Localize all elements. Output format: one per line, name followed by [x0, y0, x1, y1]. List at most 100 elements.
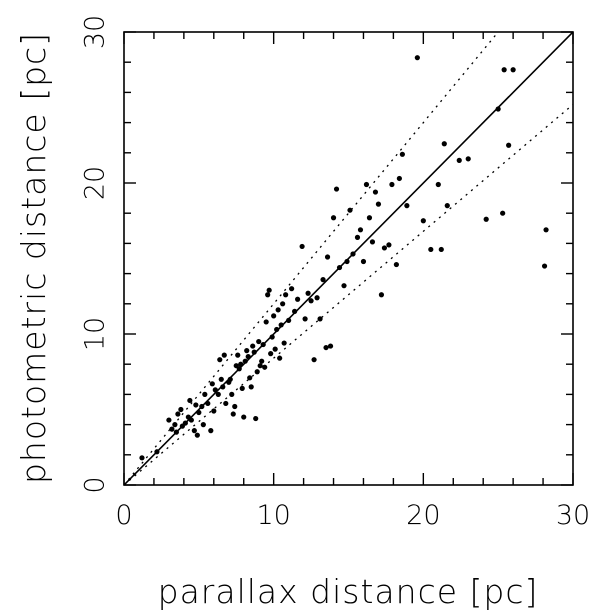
data-point [414, 55, 420, 61]
data-point [483, 216, 489, 222]
data-point [456, 157, 462, 163]
data-point [341, 283, 347, 289]
data-point [260, 341, 266, 348]
data-point [428, 246, 434, 253]
data-point [281, 340, 287, 346]
data-point [323, 344, 329, 351]
reference-lines [124, 32, 573, 485]
data-point [208, 428, 214, 434]
data-point [363, 181, 370, 188]
data-point [295, 296, 301, 302]
dotted-bound-line-1 [124, 32, 500, 485]
data-point [232, 403, 238, 410]
data-point [378, 292, 385, 298]
data-point [154, 449, 160, 455]
data-point [220, 384, 226, 390]
x-axis-title: parallax distance [pc] [158, 572, 539, 611]
data-point [215, 391, 221, 397]
data-point [283, 292, 289, 298]
data-point [347, 207, 353, 213]
data-point [227, 376, 233, 382]
data-point [212, 387, 218, 393]
data-point [299, 243, 305, 250]
data-point [350, 251, 356, 257]
data-point [251, 349, 257, 355]
data-point [257, 363, 263, 369]
data-point [495, 106, 501, 112]
data-point [238, 361, 244, 367]
data-point [259, 358, 265, 364]
data-point [278, 322, 284, 328]
data-point [336, 264, 343, 271]
data-point [173, 429, 179, 435]
data-point [324, 254, 331, 260]
data-point [305, 290, 311, 296]
data-point [375, 201, 382, 207]
data-point [506, 142, 512, 148]
data-point [277, 355, 283, 361]
x-tick-label: 30 [556, 500, 590, 531]
data-point [396, 175, 402, 182]
data-point [302, 316, 308, 322]
data-point [256, 338, 262, 345]
data-point [175, 411, 181, 417]
data-point [314, 295, 320, 301]
x-tick-label: 10 [256, 500, 290, 531]
data-point [241, 414, 247, 420]
data-point [223, 400, 229, 407]
data-point [244, 348, 250, 354]
data-point [269, 334, 275, 340]
y-axis-title: photometric distance [pc] [14, 32, 53, 484]
data-point [248, 384, 254, 390]
data-point [187, 397, 193, 404]
data-point [211, 408, 217, 414]
data-point [178, 406, 184, 413]
data-point [275, 307, 281, 313]
data-points [139, 55, 549, 461]
data-point [381, 245, 388, 251]
data-point [188, 417, 194, 423]
data-point [200, 422, 206, 428]
data-point [265, 292, 271, 298]
data-point [139, 455, 145, 461]
data-point [230, 411, 236, 417]
data-point [444, 203, 450, 209]
data-point [420, 218, 426, 224]
data-point [286, 317, 292, 324]
data-point [386, 242, 392, 248]
data-point [194, 432, 200, 438]
data-point [543, 227, 549, 233]
data-point [199, 403, 205, 410]
data-point [369, 239, 376, 245]
data-point [202, 391, 208, 397]
data-point [435, 181, 441, 188]
data-point [205, 400, 211, 407]
data-point [263, 319, 269, 325]
x-tick-labels: 0 10 20 30 [115, 500, 590, 531]
data-point [245, 354, 251, 360]
data-point [330, 215, 337, 221]
y-tick-label: 0 [80, 476, 111, 493]
data-point [292, 308, 298, 314]
data-point [250, 343, 256, 349]
data-point [289, 286, 295, 292]
data-point [441, 141, 447, 147]
data-point [360, 258, 367, 265]
data-point [344, 258, 350, 265]
data-point [196, 409, 202, 416]
y-tick-label: 30 [80, 15, 111, 49]
data-point [235, 352, 241, 358]
y-tick-label: 10 [80, 317, 111, 351]
data-point [247, 375, 253, 381]
data-point [280, 301, 286, 307]
data-point [193, 402, 199, 408]
data-point [209, 381, 215, 387]
data-point [404, 203, 410, 209]
data-point [253, 415, 259, 422]
y-tick-labels: 0 10 20 30 [80, 15, 111, 494]
data-point [166, 417, 172, 423]
data-point [169, 426, 175, 432]
data-point [393, 261, 399, 268]
data-point [266, 287, 272, 293]
plot-frame [123, 31, 574, 486]
